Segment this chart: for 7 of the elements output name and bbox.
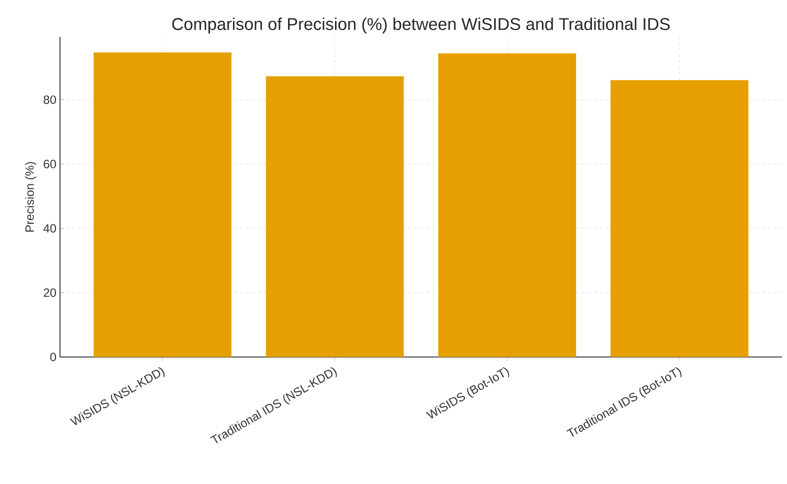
y-tick-label: 20 [44, 288, 56, 297]
y-tick-label: 60 [44, 160, 56, 168]
y-tick-label: 80 [44, 95, 56, 104]
y-tick-label: 40 [43, 224, 56, 233]
chart-title: Comparison of Precision (%) between WiSIDS and Traditional IDS [172, 18, 670, 34]
y-tick-label: 0 [50, 352, 56, 362]
y-axis-title: Precision (%) [25, 162, 36, 232]
